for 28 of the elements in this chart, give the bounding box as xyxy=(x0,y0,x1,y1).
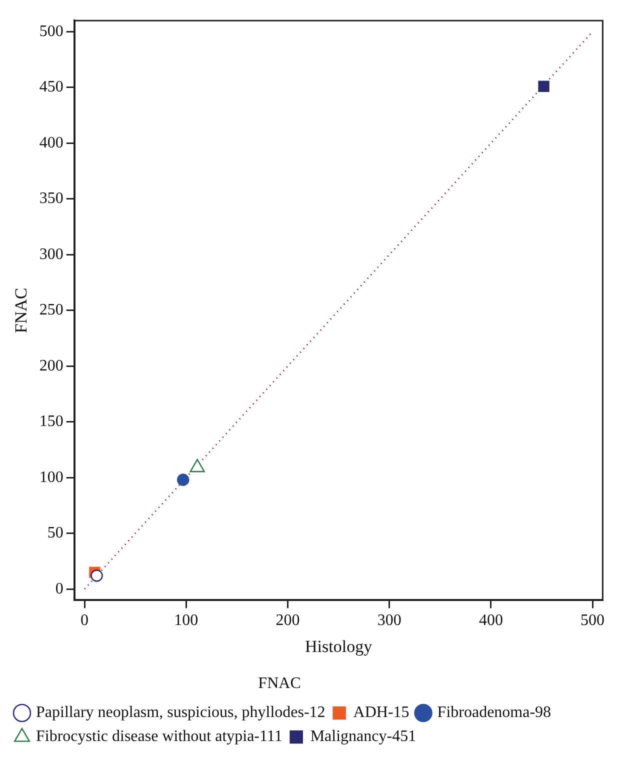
x-tick-label: 100 xyxy=(174,612,198,630)
y-tick-label: 100 xyxy=(39,468,64,486)
y-tick-label: 200 xyxy=(39,357,64,374)
point xyxy=(176,474,190,486)
y-tick-label: 300 xyxy=(39,246,64,263)
point xyxy=(90,570,103,582)
legend-label: ADH-15 xyxy=(353,704,410,722)
x-tick-label: 400 xyxy=(478,612,503,630)
y-tick-label: 450 xyxy=(39,78,64,96)
y-tick-label: 500 xyxy=(39,22,64,40)
y-tick-label: 0 xyxy=(55,580,64,598)
y-tick-label: 400 xyxy=(39,134,64,152)
y-axis-title: FNAC xyxy=(12,288,31,334)
x-tick-label: 200 xyxy=(276,612,300,630)
legend-label: Malignancy-451 xyxy=(310,728,416,746)
x-axis-title: Histology xyxy=(305,637,373,656)
x-tick-label: 0 xyxy=(80,612,89,630)
y-tick-label: 350 xyxy=(39,190,64,208)
legend-label: Papillary neoplasm, suspicious, phyllodes-12 xyxy=(36,704,326,722)
legend-label: Fibroadenoma-98 xyxy=(437,704,552,722)
legend-title: FNAC xyxy=(258,675,301,692)
point xyxy=(538,80,550,92)
y-tick-label: 50 xyxy=(47,524,64,542)
x-tick-label: 500 xyxy=(580,612,605,630)
y-tick-label: 250 xyxy=(39,302,64,319)
legend-label: Fibrocystic disease without atypia-111 xyxy=(36,728,282,746)
x-tick-label: 300 xyxy=(377,612,402,630)
y-tick-label: 150 xyxy=(39,413,64,430)
